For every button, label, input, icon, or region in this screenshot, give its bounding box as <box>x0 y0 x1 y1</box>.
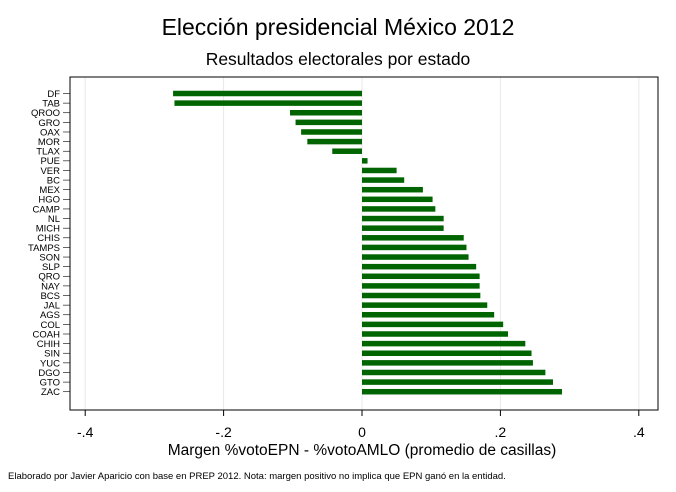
category-labels: DFTABQROOGROOAXMORTLAXPUEVERBCMEXHGOCAMP… <box>28 89 70 398</box>
bar-df <box>173 90 362 97</box>
bar-jal <box>362 302 488 308</box>
bar-zac <box>362 388 562 395</box>
category-label-tamps: TAMPS <box>28 243 60 254</box>
category-label-mor: MOR <box>38 137 60 148</box>
category-label-col: COL <box>40 320 60 331</box>
footnote: Elaborado por Javier Aparicio con base e… <box>8 471 506 482</box>
bar-chih <box>362 340 526 347</box>
bar-bcs <box>362 292 481 299</box>
category-label-gto: GTO <box>40 378 60 389</box>
bar-oax <box>301 129 362 135</box>
bar-son <box>362 254 469 260</box>
bar-col <box>362 321 504 328</box>
category-label-zac: ZAC <box>41 387 60 398</box>
chart-subtitle: Resultados electorales por estado <box>205 49 471 69</box>
category-label-jal: JAL <box>44 301 60 312</box>
category-label-tab: TAB <box>42 99 60 110</box>
bar-coah <box>362 331 509 337</box>
category-label-hgo: HGO <box>38 195 60 206</box>
category-label-yuc: YUC <box>40 358 60 369</box>
category-label-chis: CHIS <box>37 233 60 244</box>
x-tick-label: 0 <box>358 424 366 440</box>
plot-frame <box>69 76 659 411</box>
bar-tamps <box>362 244 467 251</box>
category-label-nl: NL <box>48 214 60 225</box>
category-label-nay: NAY <box>41 281 60 292</box>
bar-sin <box>362 350 532 356</box>
x-tick-label: -.4 <box>77 424 94 440</box>
category-label-qro: QRO <box>38 272 60 283</box>
bar-slp <box>362 263 477 270</box>
x-tick-label: .4 <box>633 424 645 440</box>
x-tick-label: .2 <box>495 424 507 440</box>
bar-mor <box>307 138 362 145</box>
category-label-sin: SIN <box>44 349 60 360</box>
bar-mich <box>362 225 444 231</box>
category-label-bcs: BCS <box>40 291 60 302</box>
bar-tab <box>174 100 362 106</box>
category-label-tlax: TLAX <box>36 147 60 158</box>
bar-camp <box>362 206 436 212</box>
category-label-pue: PUE <box>40 156 60 167</box>
bars-group <box>173 90 562 395</box>
category-label-coah: COAH <box>33 329 61 340</box>
category-label-bc: BC <box>47 175 60 186</box>
bar-bc <box>362 177 405 183</box>
category-label-mex: MEX <box>39 185 60 196</box>
bar-qroo <box>290 109 362 116</box>
gridlines <box>84 77 640 410</box>
category-label-ags: AGS <box>40 310 60 321</box>
chart-title: Elección presidencial México 2012 <box>161 14 515 40</box>
category-label-son: SON <box>39 252 60 263</box>
category-label-qroo: QROO <box>31 108 60 119</box>
bar-nay <box>362 283 480 289</box>
category-label-mich: MICH <box>36 224 60 235</box>
x-tick-label: -.2 <box>215 424 232 440</box>
bar-mex <box>362 186 423 193</box>
category-label-camp: CAMP <box>33 204 60 215</box>
category-label-ver: VER <box>40 166 60 177</box>
x-axis: -.4 -.2 0 .2 .4 <box>77 410 645 440</box>
bar-qro <box>362 273 480 280</box>
category-label-df: DF <box>47 89 60 100</box>
bar-yuc <box>362 360 533 366</box>
category-label-dgo: DGO <box>38 368 60 379</box>
bar-pue <box>362 158 368 164</box>
bar-ags <box>362 312 495 318</box>
bar-dgo <box>362 369 546 376</box>
category-label-slp: SLP <box>42 262 60 273</box>
category-label-gro: GRO <box>38 118 60 129</box>
bar-nl <box>362 215 444 222</box>
bar-tlax <box>332 148 362 154</box>
category-label-oax: OAX <box>40 127 61 138</box>
bar-gro <box>295 119 362 126</box>
bar-hgo <box>362 196 433 203</box>
bar-chis <box>362 235 464 241</box>
bar-ver <box>362 167 397 174</box>
x-axis-label: Margen %votoEPN - %votoAMLO (promedio de… <box>168 442 557 459</box>
bar-gto <box>362 379 553 385</box>
category-label-chih: CHIH <box>37 339 60 350</box>
